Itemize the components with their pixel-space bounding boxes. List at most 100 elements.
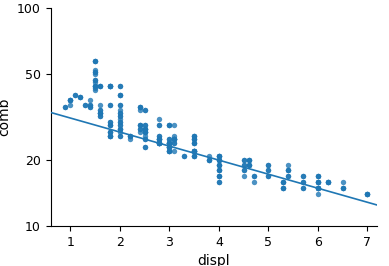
Point bbox=[251, 180, 257, 184]
Point bbox=[156, 137, 163, 142]
Point bbox=[117, 103, 123, 107]
Point bbox=[300, 180, 306, 184]
Point bbox=[97, 114, 103, 118]
Point bbox=[77, 95, 83, 99]
Point bbox=[245, 158, 252, 163]
Point bbox=[285, 168, 291, 173]
Point bbox=[315, 180, 321, 184]
Point bbox=[156, 137, 163, 142]
Point bbox=[137, 130, 143, 134]
Point bbox=[127, 134, 133, 138]
Point bbox=[166, 149, 172, 153]
Point bbox=[117, 111, 123, 115]
Point bbox=[117, 93, 123, 97]
Point bbox=[166, 145, 172, 149]
Point bbox=[280, 180, 286, 184]
Point bbox=[166, 123, 172, 127]
Point bbox=[265, 163, 272, 167]
Point bbox=[92, 59, 98, 63]
Point bbox=[315, 186, 321, 190]
Point bbox=[137, 126, 143, 131]
Point bbox=[216, 158, 222, 163]
Point bbox=[107, 130, 113, 134]
Point bbox=[166, 137, 172, 142]
Point bbox=[117, 126, 123, 131]
Point bbox=[156, 141, 163, 145]
Point bbox=[67, 98, 74, 102]
Point bbox=[191, 134, 197, 138]
Point bbox=[156, 141, 163, 145]
Point bbox=[82, 103, 88, 107]
Point bbox=[156, 123, 163, 127]
Point bbox=[117, 108, 123, 112]
Point bbox=[191, 149, 197, 153]
Point bbox=[107, 130, 113, 134]
Point bbox=[191, 134, 197, 138]
Point bbox=[142, 126, 148, 131]
Point bbox=[97, 111, 103, 115]
Point bbox=[142, 126, 148, 131]
Point bbox=[216, 158, 222, 163]
Point bbox=[216, 168, 222, 173]
Point bbox=[325, 180, 331, 184]
Point bbox=[107, 134, 113, 138]
Point bbox=[340, 186, 346, 190]
Point bbox=[92, 84, 98, 88]
Point bbox=[245, 163, 252, 167]
Point bbox=[216, 154, 222, 158]
Point bbox=[92, 84, 98, 88]
Point bbox=[92, 70, 98, 74]
Point bbox=[142, 137, 148, 142]
Point bbox=[92, 72, 98, 76]
Point bbox=[137, 123, 143, 127]
Point bbox=[156, 123, 163, 127]
Point bbox=[216, 154, 222, 158]
Point bbox=[142, 130, 148, 134]
Point bbox=[72, 93, 79, 97]
Point bbox=[117, 123, 123, 127]
Point bbox=[142, 126, 148, 131]
Point bbox=[117, 134, 123, 138]
Point bbox=[315, 192, 321, 196]
Point bbox=[191, 149, 197, 153]
Point bbox=[285, 168, 291, 173]
Point bbox=[325, 180, 331, 184]
Point bbox=[166, 145, 172, 149]
Point bbox=[117, 117, 123, 121]
X-axis label: displ: displ bbox=[198, 254, 230, 266]
Point bbox=[67, 98, 74, 102]
Point bbox=[156, 141, 163, 145]
Point bbox=[142, 130, 148, 134]
Point bbox=[166, 149, 172, 153]
Point bbox=[92, 86, 98, 90]
Point bbox=[166, 145, 172, 149]
Point bbox=[216, 180, 222, 184]
Point bbox=[171, 149, 177, 153]
Point bbox=[87, 103, 93, 107]
Point bbox=[92, 59, 98, 63]
Point bbox=[181, 154, 187, 158]
Point bbox=[191, 154, 197, 158]
Point bbox=[92, 84, 98, 88]
Point bbox=[285, 174, 291, 178]
Point bbox=[245, 158, 252, 163]
Point bbox=[315, 174, 321, 178]
Point bbox=[156, 141, 163, 145]
Point bbox=[216, 174, 222, 178]
Point bbox=[92, 84, 98, 88]
Point bbox=[166, 141, 172, 145]
Point bbox=[107, 134, 113, 138]
Point bbox=[62, 105, 68, 110]
Point bbox=[166, 123, 172, 127]
Point bbox=[245, 158, 252, 163]
Point bbox=[171, 137, 177, 142]
Point bbox=[107, 103, 113, 107]
Point bbox=[216, 163, 222, 167]
Point bbox=[107, 123, 113, 127]
Point bbox=[67, 103, 74, 107]
Point bbox=[107, 84, 113, 88]
Point bbox=[300, 174, 306, 178]
Point bbox=[191, 154, 197, 158]
Point bbox=[127, 134, 133, 138]
Point bbox=[171, 123, 177, 127]
